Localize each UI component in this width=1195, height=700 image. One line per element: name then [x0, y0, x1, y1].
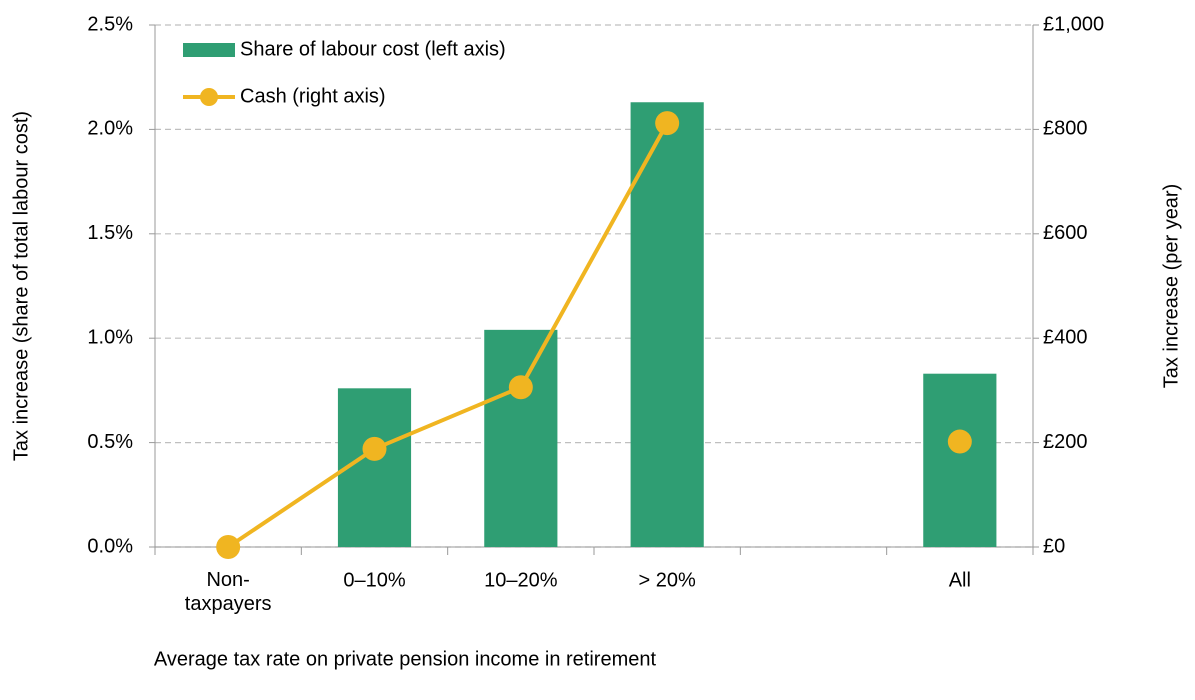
x-tick-label: 10–20%	[484, 569, 558, 591]
y2-tick-label: £600	[1043, 222, 1088, 244]
y-tick-label: 2.5%	[87, 13, 133, 35]
point	[508, 375, 533, 400]
point	[216, 535, 241, 559]
legend-swatch	[200, 88, 218, 106]
bar	[630, 102, 704, 548]
bar	[337, 388, 412, 547]
x-tick-label: Non-taxpayers	[185, 569, 272, 615]
y-tick-label: 0.5%	[87, 431, 133, 453]
y2-tick-label: £400	[1043, 326, 1088, 348]
y-tick-label: 1.5%	[87, 222, 133, 244]
x-axis-title: Average tax rate on private pension inco…	[154, 648, 657, 670]
y2-tick-label: £200	[1043, 431, 1088, 453]
legend-label: Cash (right axis)	[240, 85, 386, 107]
y2-tick-label: £800	[1043, 118, 1088, 140]
bar	[923, 373, 997, 547]
y2-tick-label: £0	[1043, 535, 1065, 557]
x-tick-label: All	[949, 569, 971, 591]
y2-tick-label: £1,000	[1043, 13, 1104, 35]
y-tick-label: 0.0%	[87, 535, 133, 557]
y-tick-label: 1.0%	[87, 326, 133, 348]
x-tick-label: 0–10%	[343, 569, 405, 591]
bar	[484, 329, 558, 547]
y2-axis-title: Tax increase (per year)	[1160, 184, 1182, 389]
point	[362, 436, 387, 461]
x-tick-label: > 20%	[639, 569, 696, 591]
point	[947, 429, 972, 454]
y-axis-title: Tax increase (share of total labour cost…	[10, 111, 32, 461]
legend-swatch	[183, 43, 235, 57]
point	[655, 111, 680, 136]
y-tick-label: 2.0%	[87, 118, 133, 140]
legend-label: Share of labour cost (left axis)	[240, 38, 506, 60]
